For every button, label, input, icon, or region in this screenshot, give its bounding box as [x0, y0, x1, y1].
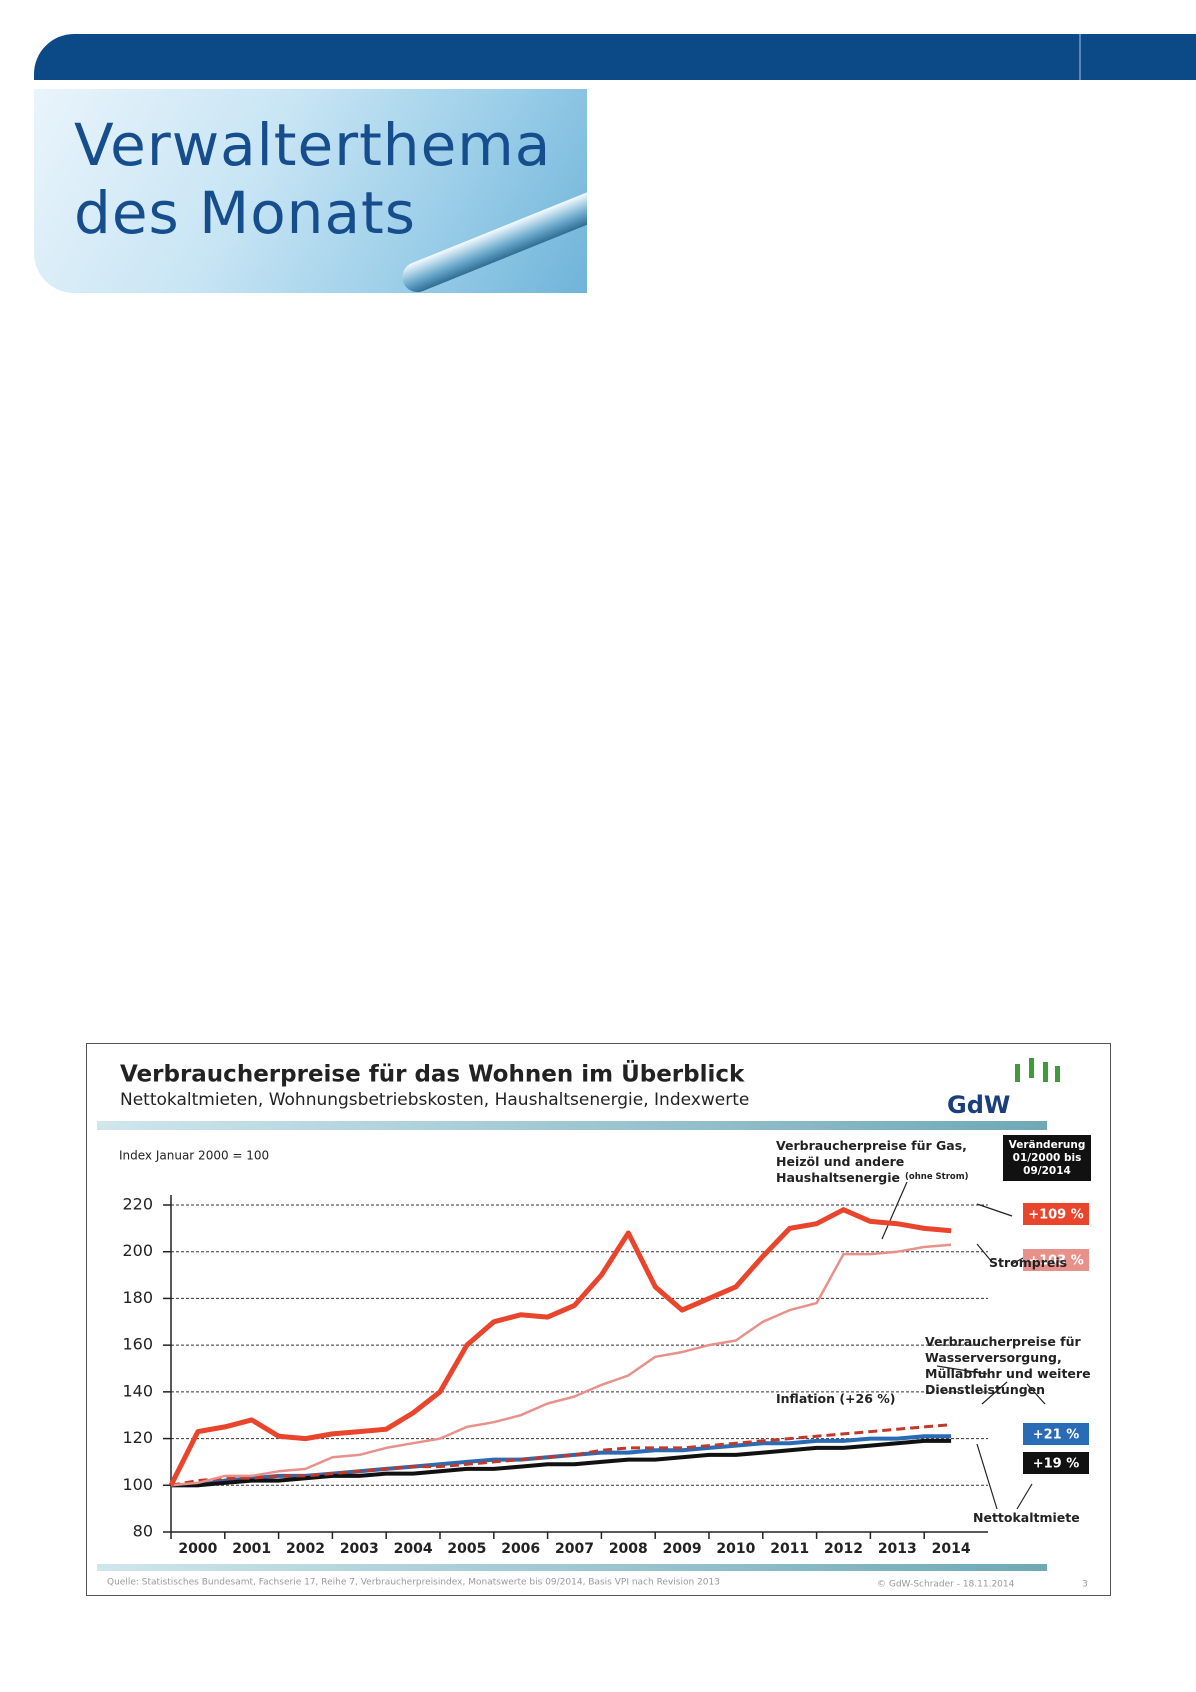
x-tick-label: 2003	[340, 1541, 379, 1557]
change-badge	[1023, 1452, 1089, 1474]
series-line	[170, 1243, 952, 1487]
change-badge-label: +21 %	[1033, 1428, 1080, 1443]
y-tick-label: 140	[122, 1381, 153, 1400]
x-tick-label: 2013	[878, 1541, 917, 1557]
y-tick-label: 120	[122, 1428, 153, 1447]
y-tick-label: 200	[122, 1241, 153, 1260]
x-tick-label: 2010	[716, 1541, 755, 1557]
x-tick-label: 2000	[178, 1541, 217, 1557]
series-line	[171, 1438, 952, 1488]
change-badge	[1023, 1203, 1089, 1225]
copyright: © GdW-Schrader - 18.11.2014	[877, 1580, 1015, 1590]
change-badge	[1023, 1423, 1089, 1445]
banner-line: des Monats	[74, 179, 416, 247]
divider-band	[97, 1121, 1047, 1130]
y-tick-label: 180	[122, 1288, 153, 1307]
header-divider	[1079, 34, 1081, 80]
logo-mark	[1015, 1058, 1060, 1082]
chart-figure: Verbraucherpreise für das Wohnen im Über…	[86, 1043, 1111, 1596]
divider-band	[97, 1564, 1047, 1571]
y-tick-label: 80	[133, 1522, 153, 1541]
x-tick-label: 2004	[394, 1541, 433, 1557]
change-box-text: Veränderung	[1009, 1139, 1086, 1151]
gas-note: (ohne Strom)	[905, 1172, 969, 1182]
header-bar	[34, 34, 1196, 80]
inflation-label: Inflation (+26 %)	[776, 1391, 896, 1406]
netto-label: Nettokaltmiete	[973, 1510, 1080, 1525]
water-label: Verbraucherpreise für Wasserversorgung, …	[925, 1334, 1091, 1397]
x-tick-label: 2005	[447, 1541, 486, 1557]
banner: Verwalterthema des Monats	[34, 89, 587, 293]
page-number: 3	[1082, 1580, 1088, 1590]
x-tick-label: 2008	[609, 1541, 648, 1557]
x-tick-label: 2014	[932, 1541, 971, 1557]
x-tick-label: 2002	[286, 1541, 325, 1557]
x-tick-label: 2001	[232, 1541, 271, 1557]
x-tick-label: 2006	[501, 1541, 540, 1557]
x-tick-label: 2011	[770, 1541, 809, 1557]
banner-line: Verwalterthema	[74, 111, 552, 179]
strom-label: Strompreis	[989, 1255, 1068, 1270]
chart-subtitle: Nettokaltmieten, Wohnungsbetriebskosten,…	[120, 1090, 749, 1110]
change-box	[1003, 1135, 1091, 1181]
x-tick-label: 2012	[824, 1541, 863, 1557]
index-note: Index Januar 2000 = 100	[119, 1149, 269, 1163]
pen-graphic	[397, 171, 587, 293]
change-badge-label: +103 %	[1028, 1254, 1084, 1269]
y-tick-label: 100	[122, 1475, 153, 1494]
y-tick-label: 160	[122, 1335, 153, 1354]
y-tick-label: 220	[122, 1195, 153, 1214]
gas-label: Verbraucherpreise für Gas, Heizöl und an…	[776, 1138, 967, 1185]
source: Quelle: Statistisches Bundesamt, Fachser…	[107, 1578, 720, 1588]
logo: GdW	[947, 1091, 1010, 1119]
series-line	[168, 1207, 952, 1487]
x-tick-label: 2007	[555, 1541, 594, 1557]
change-box-text: 01/2000 bis	[1013, 1152, 1082, 1164]
chart: Verbraucherpreise für das Wohnen im Über…	[97, 1058, 1091, 1590]
leader-lines	[881, 1181, 1046, 1510]
change-badge-label: +109 %	[1028, 1208, 1084, 1223]
chart-title: Verbraucherpreise für das Wohnen im Über…	[120, 1060, 745, 1088]
x-tick-label: 2009	[663, 1541, 702, 1557]
change-badge	[1023, 1249, 1089, 1271]
change-box-text: 09/2014	[1023, 1165, 1071, 1177]
change-badge-label: +19 %	[1033, 1457, 1080, 1472]
series-line	[170, 1423, 952, 1487]
